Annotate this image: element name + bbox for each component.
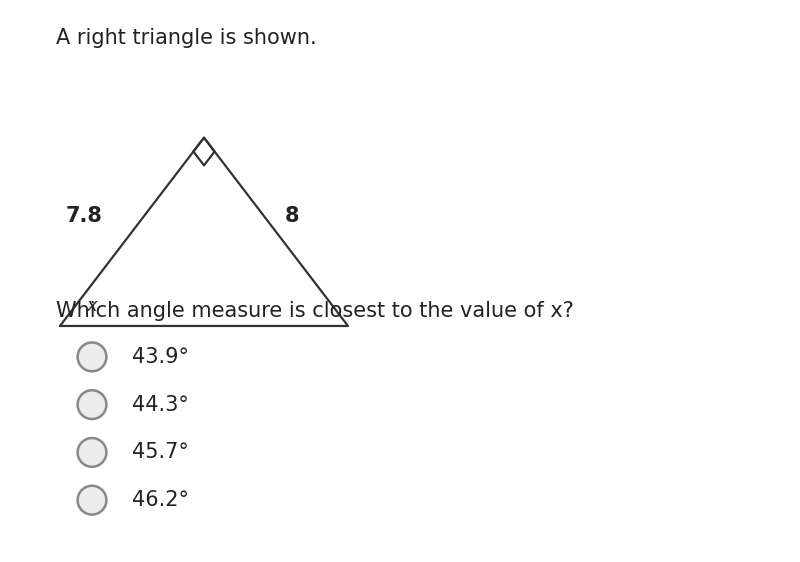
Text: A right triangle is shown.: A right triangle is shown. xyxy=(56,28,317,48)
Text: Which angle measure is closest to the value of x?: Which angle measure is closest to the va… xyxy=(56,301,574,321)
Text: 44.3°: 44.3° xyxy=(132,395,189,415)
Ellipse shape xyxy=(78,438,106,467)
Text: x: x xyxy=(86,297,98,315)
Text: 43.9°: 43.9° xyxy=(132,347,189,367)
Text: 8: 8 xyxy=(285,206,299,226)
Text: 46.2°: 46.2° xyxy=(132,490,189,510)
Ellipse shape xyxy=(78,342,106,371)
Ellipse shape xyxy=(78,486,106,515)
Text: 7.8: 7.8 xyxy=(66,206,102,226)
Ellipse shape xyxy=(78,390,106,419)
Text: 45.7°: 45.7° xyxy=(132,442,189,463)
